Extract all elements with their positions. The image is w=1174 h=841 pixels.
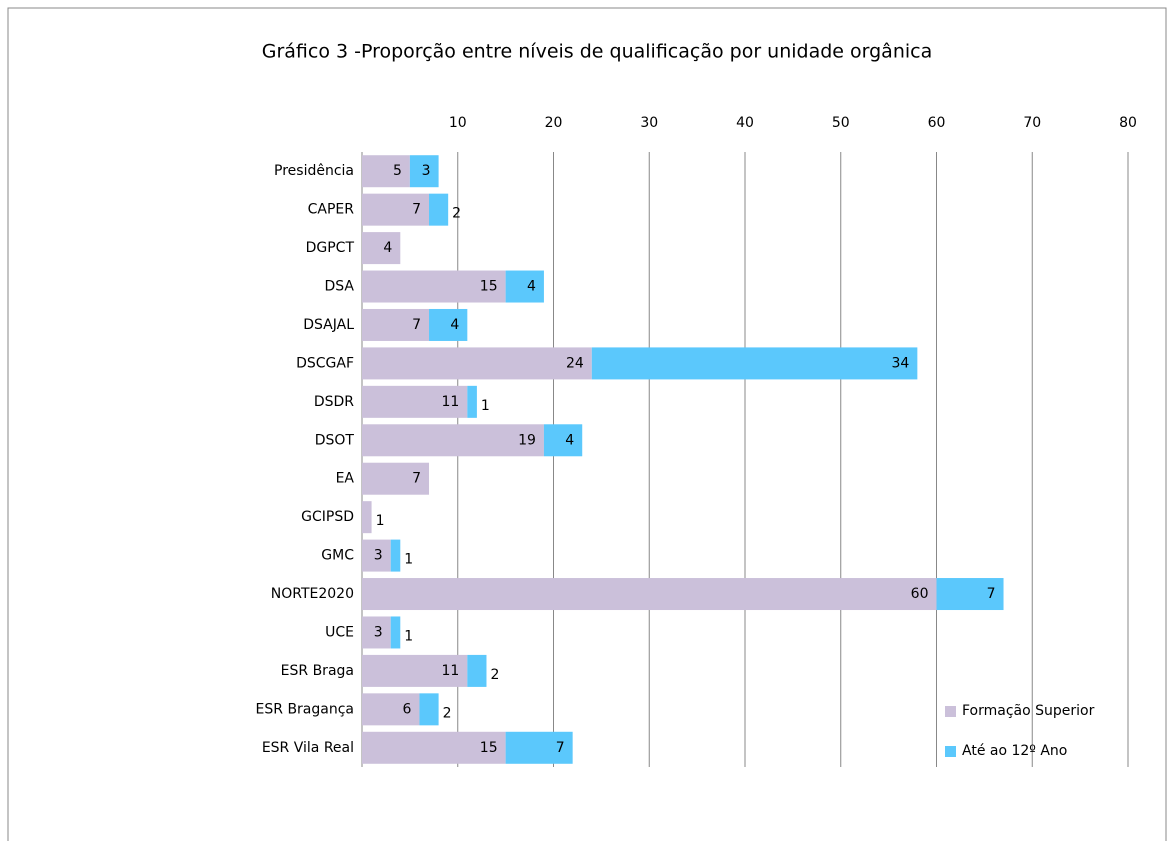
data-label: 7 [412, 317, 421, 333]
data-label: 11 [441, 394, 459, 410]
legend-label: Até ao 12º Ano [962, 743, 1067, 759]
data-label: 4 [383, 240, 392, 256]
bar [505, 731, 573, 764]
data-label: 2 [490, 667, 499, 683]
y-tick-label: ESR Vila Real [262, 740, 354, 756]
bar [467, 654, 487, 687]
bar [362, 347, 592, 380]
y-tick-label: EA [336, 471, 355, 487]
bar [362, 501, 372, 534]
data-label: 3 [374, 548, 383, 564]
frame [7, 7, 1167, 841]
y-tick-label: ESR Bragança [256, 701, 354, 717]
data-label: 4 [565, 432, 574, 448]
bar [936, 578, 1004, 611]
x-tick-label: 20 [545, 115, 563, 131]
bar [591, 347, 918, 380]
y-tick-label: DSOT [315, 432, 355, 448]
bar [390, 539, 401, 572]
data-label: 4 [527, 279, 536, 295]
bar [409, 155, 439, 188]
y-tick-label: DSAJAL [303, 317, 354, 333]
bar [362, 731, 506, 764]
data-label: 6 [403, 701, 412, 717]
bar [362, 578, 937, 611]
x-tick-label: 60 [928, 115, 946, 131]
y-tick-label: GMC [321, 548, 354, 564]
data-label: 34 [892, 355, 910, 371]
data-label: 24 [566, 355, 584, 371]
data-label: 1 [376, 513, 385, 529]
data-label: 7 [556, 740, 565, 756]
bar [429, 193, 449, 226]
y-tick-label: ESR Braga [281, 663, 354, 679]
legend-label: Formação Superior [962, 703, 1095, 719]
data-label: 3 [422, 163, 431, 179]
bar [362, 232, 401, 265]
bar [390, 616, 401, 649]
y-tick-label: DSA [324, 279, 354, 295]
legend-swatch [945, 706, 956, 717]
bar [362, 308, 430, 341]
bar [362, 270, 506, 303]
bar [419, 693, 439, 726]
data-label: 1 [404, 628, 413, 644]
legend-swatch [945, 746, 956, 757]
x-tick-label: 40 [736, 115, 754, 131]
data-label: 11 [441, 663, 459, 679]
x-tick-label: 70 [1023, 115, 1041, 131]
y-tick-label: DGPCT [306, 240, 355, 256]
bar [505, 270, 544, 303]
y-tick-label: GCIPSD [301, 509, 354, 525]
data-label: 1 [481, 398, 490, 414]
data-label: 2 [443, 705, 452, 721]
bar [467, 385, 477, 418]
x-tick-label: 50 [832, 115, 850, 131]
data-label: 5 [393, 163, 402, 179]
data-label: 3 [374, 624, 383, 640]
bar [362, 155, 410, 188]
data-label: 7 [412, 471, 421, 487]
data-label: 19 [518, 432, 536, 448]
bar [362, 693, 420, 726]
bar [543, 424, 583, 457]
bar [362, 424, 544, 457]
bar [362, 616, 391, 649]
x-tick-label: 80 [1119, 115, 1137, 131]
data-label: 15 [480, 740, 498, 756]
chart-title: Gráfico 3 -Proporção entre níveis de qua… [262, 41, 933, 63]
bar [429, 308, 468, 341]
bar [362, 654, 468, 687]
bar [362, 193, 430, 226]
data-label: 2 [452, 206, 461, 222]
y-tick-label: NORTE2020 [271, 586, 354, 602]
data-label: 1 [404, 552, 413, 568]
bar [362, 385, 468, 418]
y-tick-label: CAPER [308, 202, 355, 218]
data-label: 7 [987, 586, 996, 602]
y-tick-label: DSCGAF [296, 355, 354, 371]
y-tick-label: DSDR [314, 394, 354, 410]
data-label: 15 [480, 279, 498, 295]
y-tick-label: Presidência [274, 163, 354, 179]
data-label: 60 [911, 586, 929, 602]
x-tick-label: 10 [449, 115, 467, 131]
data-label: 7 [412, 202, 421, 218]
y-tick-label: UCE [325, 624, 354, 640]
x-tick-label: 30 [640, 115, 658, 131]
data-label: 4 [450, 317, 459, 333]
bar [362, 539, 391, 572]
bar [362, 462, 430, 495]
